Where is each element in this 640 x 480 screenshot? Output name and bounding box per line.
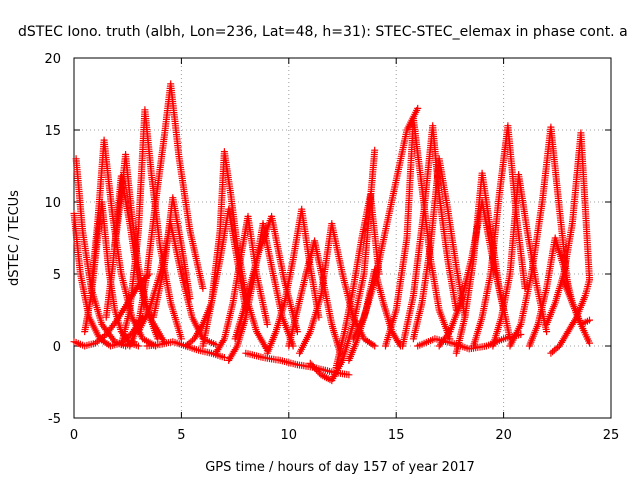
axis-ticks: 0 5 10 15 20 25 -5 0 5 10 15 20	[44, 52, 619, 443]
chart-title: dSTEC Iono. truth (albh, Lon=236, Lat=48…	[18, 24, 628, 40]
data-point-markers	[117, 106, 185, 349]
data-marks	[70, 80, 593, 385]
data-point-markers	[506, 123, 572, 350]
x-tick-label: 5	[177, 428, 185, 443]
x-tick-label: 0	[70, 428, 78, 443]
data-series	[382, 115, 454, 350]
y-tick-label: 5	[53, 268, 61, 283]
data-series	[150, 194, 194, 321]
y-tick-label: -5	[48, 412, 61, 427]
data-point-markers	[452, 169, 514, 357]
data-point-markers	[126, 80, 207, 350]
data-point-markers	[409, 155, 469, 343]
data-series	[506, 123, 572, 350]
data-point-markers	[150, 194, 194, 321]
data-point-markers	[231, 212, 301, 343]
data-point-markers	[382, 115, 454, 350]
y-axis-label: dSTEC / TECUs	[7, 190, 22, 286]
data-series	[263, 205, 323, 357]
x-tick-label: 20	[495, 428, 512, 443]
data-series	[560, 277, 593, 347]
plot-frame	[73, 57, 612, 419]
data-point-markers	[543, 129, 593, 328]
data-point-markers	[306, 146, 379, 385]
data-series	[126, 80, 207, 350]
data-point-markers	[560, 277, 593, 347]
data-point-markers	[332, 191, 383, 372]
y-tick-label: 10	[44, 196, 61, 211]
data-series	[332, 191, 383, 372]
data-series	[452, 169, 514, 357]
y-tick-label: 20	[44, 52, 61, 67]
data-series	[117, 106, 185, 349]
data-point-markers	[349, 104, 422, 343]
data-series	[543, 129, 593, 328]
data-series	[231, 212, 301, 343]
y-tick-label: 0	[53, 340, 61, 355]
x-tick-label: 10	[281, 428, 298, 443]
data-point-markers	[263, 205, 323, 357]
x-tick-label: 25	[603, 428, 620, 443]
data-series	[306, 146, 379, 385]
y-tick-label: 15	[44, 124, 61, 139]
data-series	[409, 155, 469, 343]
x-tick-label: 15	[388, 428, 405, 443]
x-axis-label: GPS time / hours of day 157 of year 2017	[205, 460, 475, 475]
data-series	[349, 104, 422, 343]
